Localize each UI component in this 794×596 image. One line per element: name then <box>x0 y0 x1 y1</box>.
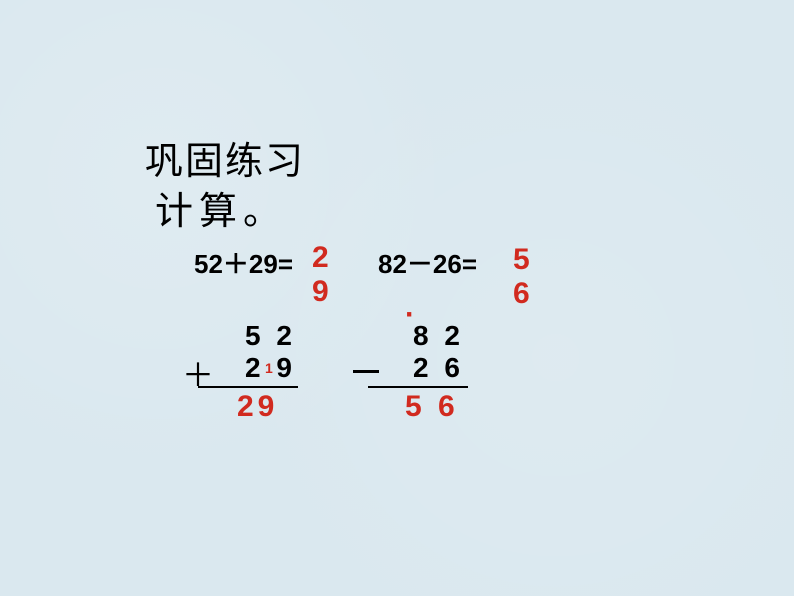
equation-2: 82－26= <box>378 244 477 281</box>
section-title: 巩固练习 <box>145 130 305 185</box>
column1-top: 5 2 <box>245 320 296 352</box>
answer-2-line2: 6 <box>513 277 530 311</box>
column1-line <box>198 386 298 388</box>
minus-operator <box>353 370 379 373</box>
carry-mark: 1 <box>265 360 273 376</box>
answer-1-line1: 2 <box>312 241 329 275</box>
instruction-text: 计算。 <box>155 180 287 235</box>
plus-operator: ＋ <box>182 350 214 396</box>
column1-result: 29 <box>237 390 278 424</box>
answer-1-line2: 9 <box>312 275 329 309</box>
column2-bottom: 2 6 <box>413 352 464 384</box>
column2-top: 8 2 <box>413 320 464 352</box>
column2-line <box>368 386 468 388</box>
answer-2-line1: 5 <box>513 243 530 277</box>
column2-result: 5 6 <box>405 390 459 424</box>
equation-1: 52＋29= <box>194 244 293 281</box>
